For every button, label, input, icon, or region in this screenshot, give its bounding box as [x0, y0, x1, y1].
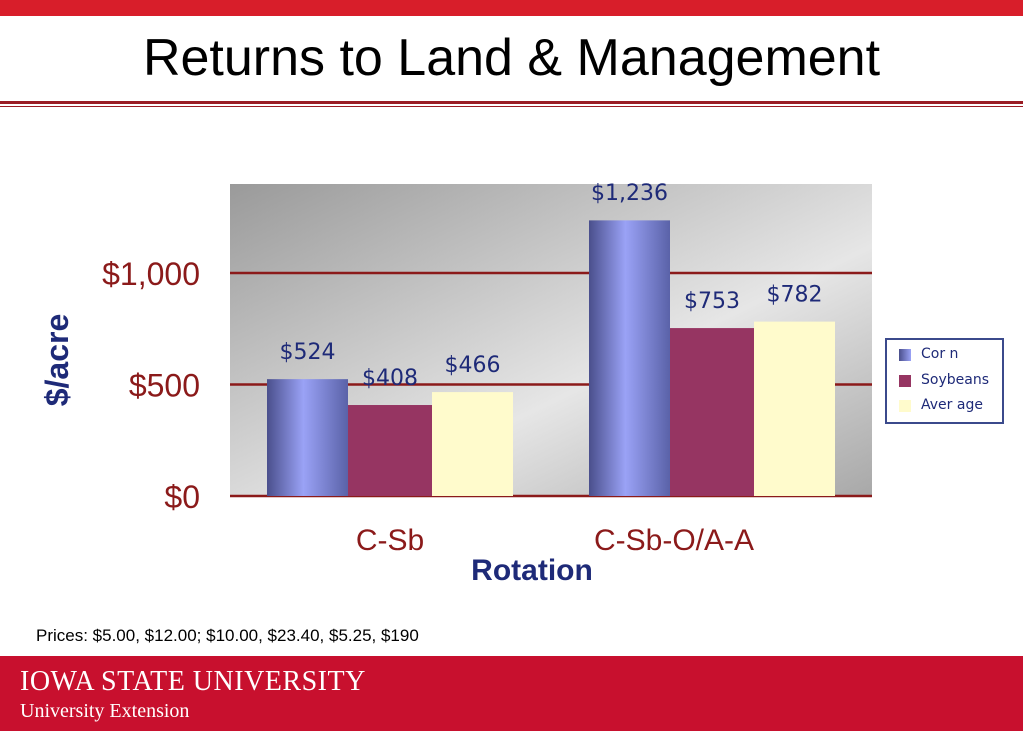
data-label: $753 [684, 289, 740, 314]
y-tick-label: $1,000 [102, 256, 200, 292]
legend-label-soybeans: Soybeans [921, 372, 989, 388]
data-label: $408 [362, 366, 418, 391]
bar-corn [589, 220, 670, 496]
y-tick-label: $500 [129, 368, 200, 404]
x-tick-label: C-Sb-O/A-A [594, 524, 754, 557]
bar-average [432, 392, 513, 496]
data-label: $524 [280, 340, 336, 365]
legend-swatch-soybeans [899, 375, 911, 387]
bar-average [754, 321, 835, 496]
institution-wordmark: IOWA STATE UNIVERSITY [20, 666, 366, 697]
footer-bar: IOWA STATE UNIVERSITY University Extensi… [0, 656, 1023, 731]
x-axis-title: Rotation [471, 554, 593, 587]
top-accent-bar [0, 0, 1023, 16]
y-axis-title: $/acre [39, 314, 75, 407]
legend-label-corn: Cor n [921, 346, 959, 362]
prices-footnote: Prices: $5.00, $12.00; $10.00, $23.40, $… [36, 626, 419, 645]
y-tick-label: $0 [164, 479, 200, 515]
bar-soybeans [348, 405, 432, 496]
x-tick-label: C-Sb [356, 524, 424, 557]
bar-soybeans [670, 328, 754, 496]
title-rule [0, 101, 1023, 104]
legend-label-average: Aver age [921, 397, 983, 413]
legend-swatch-corn [899, 349, 911, 361]
bar-corn [267, 379, 348, 496]
title-rule-thin [0, 106, 1023, 107]
bar-chart: $0 $500 $1,000 $524 $408 $466 C-Sb $1,236 $753 $7… [39, 181, 872, 587]
data-label: $782 [767, 283, 823, 308]
data-label: $466 [445, 353, 501, 378]
chart-legend: Cor n Soybeans Aver age [885, 338, 1004, 424]
extension-wordmark: University Extension [20, 700, 190, 722]
data-label: $1,236 [591, 181, 668, 206]
slide-title: Returns to Land & Management [142, 29, 881, 87]
legend-swatch-average [899, 400, 911, 412]
